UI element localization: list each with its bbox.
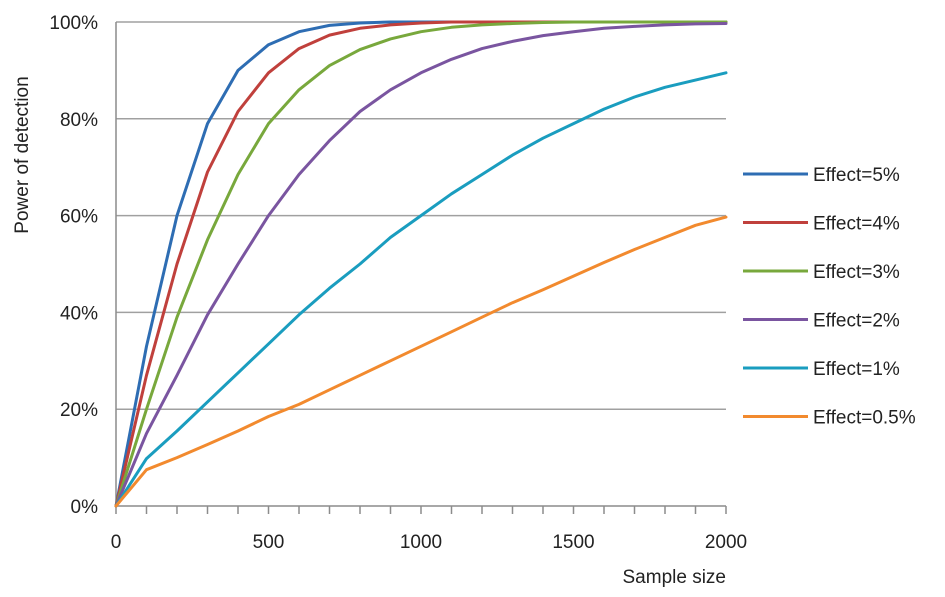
series-lines bbox=[114, 20, 728, 508]
x-tick-label: 500 bbox=[253, 532, 285, 553]
x-axis-title: Sample size bbox=[623, 567, 727, 588]
y-tick-label: 100% bbox=[49, 13, 98, 34]
legend-label-6: Effect=0.5% bbox=[813, 408, 916, 429]
series-line-2 bbox=[114, 20, 728, 508]
series-line-4 bbox=[114, 22, 728, 508]
legend-label-5: Effect=1% bbox=[813, 359, 900, 380]
legend: Effect=5% Effect=4% Effect=3% Effect=2% Effe… bbox=[743, 165, 916, 429]
legend-label-4: Effect=2% bbox=[813, 311, 900, 332]
y-axis-title: Power of detection bbox=[12, 76, 33, 233]
x-tick-label: 1000 bbox=[400, 532, 442, 553]
y-tick-label: 0% bbox=[71, 497, 99, 518]
axes bbox=[115, 22, 727, 514]
y-tick-label: 40% bbox=[60, 303, 98, 324]
x-tick-label: 1500 bbox=[552, 532, 594, 553]
series-line-5 bbox=[114, 71, 728, 508]
legend-label-3: Effect=3% bbox=[813, 262, 900, 283]
y-tick-label: 60% bbox=[60, 207, 98, 228]
series-line-3 bbox=[114, 20, 728, 508]
x-tick-label: 0 bbox=[111, 532, 122, 553]
series-line-6 bbox=[114, 215, 728, 508]
series-line-1 bbox=[114, 20, 728, 508]
legend-label-1: Effect=5% bbox=[813, 165, 900, 186]
legend-label-2: Effect=4% bbox=[813, 214, 900, 235]
y-tick-label: 80% bbox=[60, 110, 98, 131]
tick-labels: 0% 20% 40% 60% 80% 100% 0 500 1000 1500 2000 bbox=[49, 13, 747, 553]
y-tick-label: 20% bbox=[60, 400, 98, 421]
x-tick-label: 2000 bbox=[705, 532, 747, 553]
